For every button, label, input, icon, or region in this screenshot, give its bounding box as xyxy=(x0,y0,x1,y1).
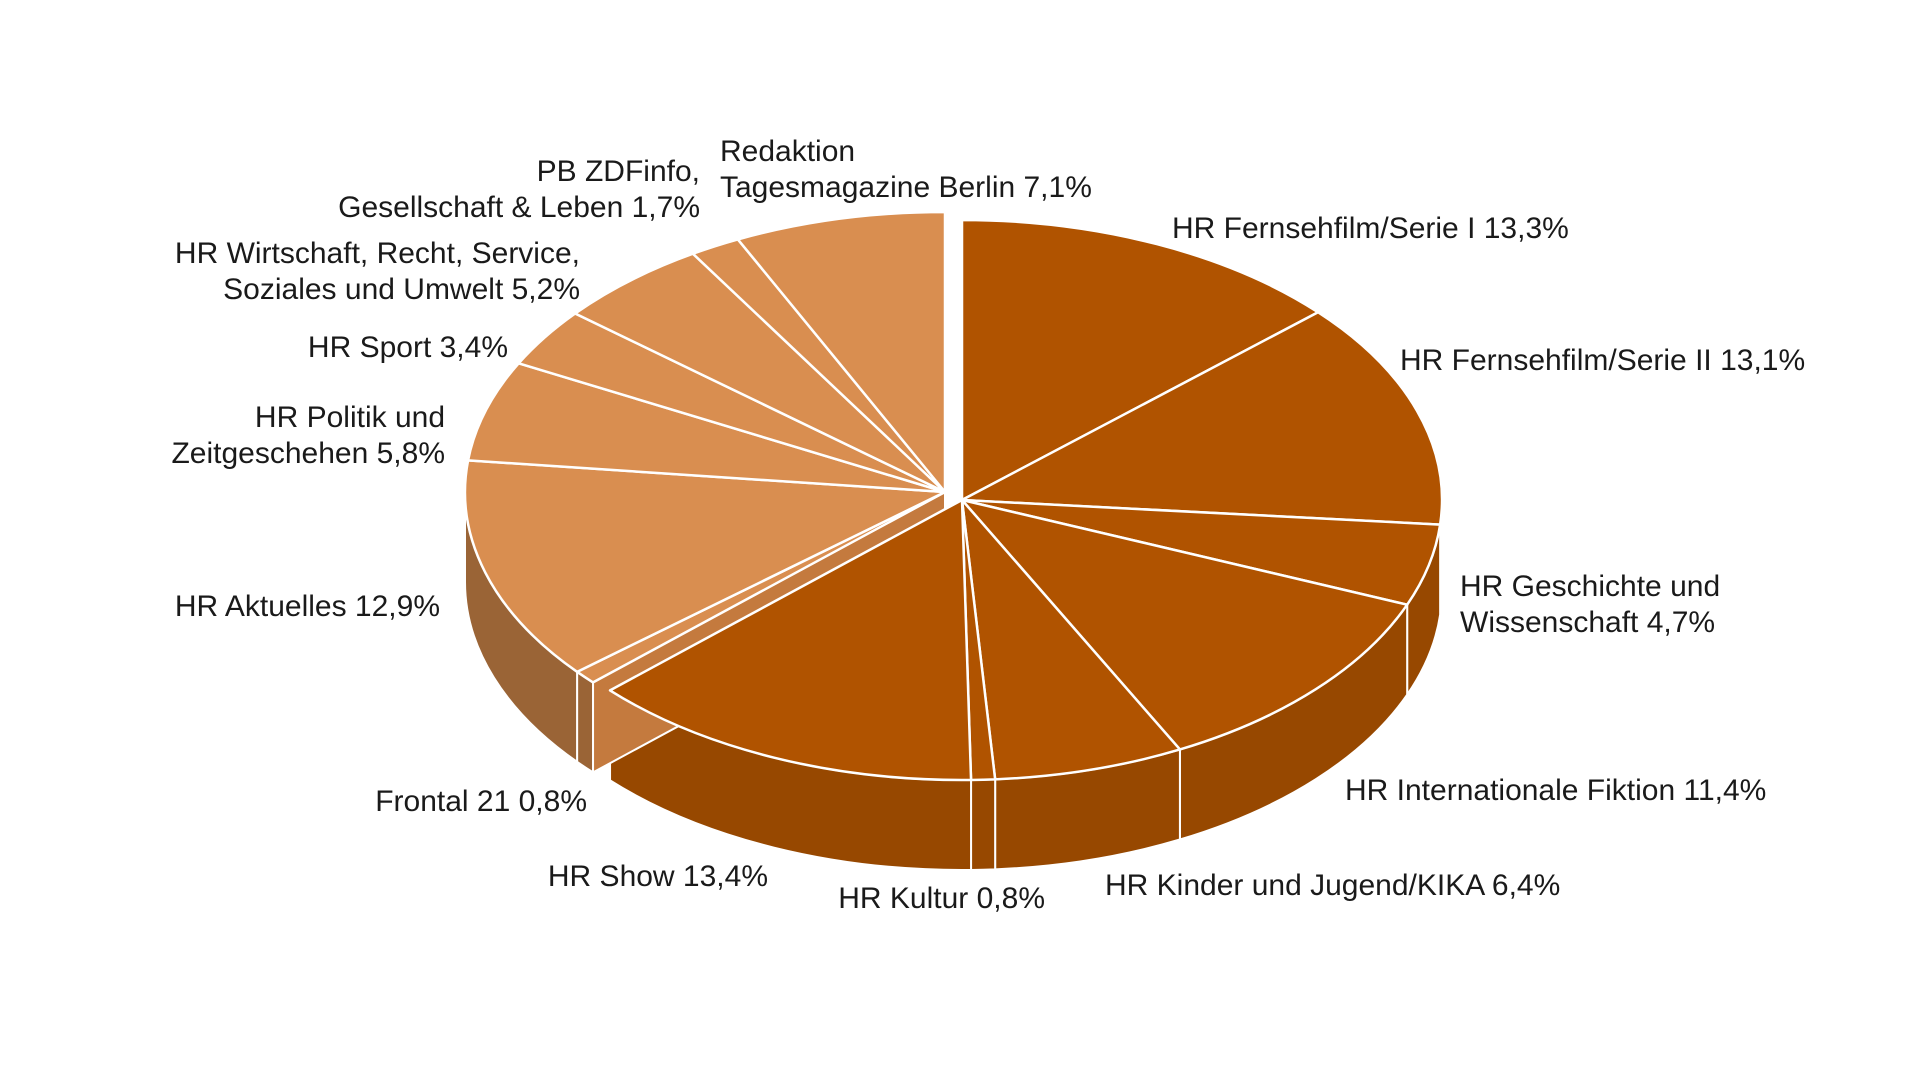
slice-label-line: HR Wirtschaft, Recht, Service, xyxy=(175,237,580,270)
pie-slice-8 xyxy=(463,459,947,674)
slice-label-0: HR Fernsehfilm/Serie I 13,3% xyxy=(1172,212,1569,245)
pie-slice-13 xyxy=(736,210,947,494)
pie-slice-6 xyxy=(608,498,973,782)
slice-label-3: HR Internationale Fiktion 11,4% xyxy=(1345,774,1766,807)
pie-slice-11 xyxy=(573,252,947,494)
slice-label-9: HR Politik und Zeitgeschehen 5,8% xyxy=(171,401,445,470)
slice-label-12: PB ZDFinfo, Gesellschaft & Leben 1,7% xyxy=(338,155,700,224)
slice-label-line: PB ZDFinfo, xyxy=(537,155,700,188)
pie-label-layer: HR Fernsehfilm/Serie I 13,3% HR Fernsehfi… xyxy=(171,135,1805,915)
pie-slice-9 xyxy=(466,362,947,494)
slice-label-line: HR Kultur 0,8% xyxy=(838,882,1045,915)
slice-label-line: HR Fernsehfilm/Serie I 13,3% xyxy=(1172,212,1569,245)
slice-label-line: HR Kinder und Jugend/KIKA 6,4% xyxy=(1105,869,1560,902)
slice-label-line: Zeitgeschehen 5,8% xyxy=(171,437,445,470)
slice-label-8: HR Aktuelles 12,9% xyxy=(175,590,440,623)
slice-label-line: HR Internationale Fiktion 11,4% xyxy=(1345,774,1766,807)
slice-label-4: HR Kinder und Jugend/KIKA 6,4% xyxy=(1105,869,1560,902)
slice-label-10: HR Sport 3,4% xyxy=(308,331,508,364)
slice-label-line: Wissenschaft 4,7% xyxy=(1460,606,1715,639)
slice-label-line: HR Fernsehfilm/Serie II 13,1% xyxy=(1400,344,1805,377)
slice-label-line: Tagesmagazine Berlin 7,1% xyxy=(720,171,1092,204)
slice-label-6: HR Show 13,4% xyxy=(548,860,768,893)
slice-label-1: HR Fernsehfilm/Serie II 13,1% xyxy=(1400,344,1805,377)
slice-label-line: HR Sport 3,4% xyxy=(308,331,508,364)
slice-label-line: HR Politik und xyxy=(255,401,445,434)
pie-side-7 xyxy=(576,669,595,775)
pie-side-5 xyxy=(970,778,997,871)
pie-slice-3 xyxy=(960,498,1409,751)
pie-slice-0 xyxy=(960,218,1320,502)
slice-label-2: HR Geschichte und Wissenschaft 4,7% xyxy=(1460,570,1720,639)
slice-label-11: HR Wirtschaft, Recht, Service, Soziales u… xyxy=(175,237,580,306)
slice-label-line: HR Show 13,4% xyxy=(548,860,768,893)
pie-slice-1 xyxy=(960,310,1444,526)
slice-label-line: Soziales und Umwelt 5,2% xyxy=(223,273,580,306)
pie-slice-4 xyxy=(960,498,1182,781)
slice-label-line: Frontal 21 0,8% xyxy=(375,785,587,818)
slice-label-5: HR Kultur 0,8% xyxy=(838,882,1045,915)
slice-label-line: Redaktion xyxy=(720,135,855,168)
slice-label-7: Frontal 21 0,8% xyxy=(375,785,587,818)
slice-label-line: HR Geschichte und xyxy=(1460,570,1720,603)
slice-label-13: Redaktion Tagesmagazine Berlin 7,1% xyxy=(720,135,1092,204)
slice-label-line: Gesellschaft & Leben 1,7% xyxy=(338,191,700,224)
slice-label-line: HR Aktuelles 12,9% xyxy=(175,590,440,623)
pie-top-layer xyxy=(463,210,1444,782)
